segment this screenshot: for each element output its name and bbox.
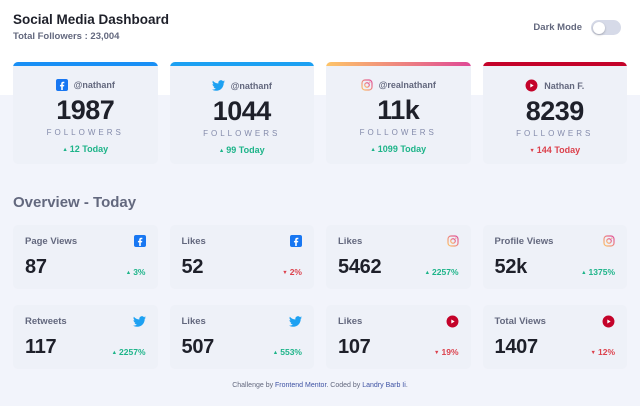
instagram-icon [446, 235, 459, 247]
metric-value: 1407 [494, 336, 539, 358]
page-title: Social Media Dashboard [13, 12, 170, 27]
follower-count: 1987 [56, 95, 115, 125]
follower-count: 1044 [212, 96, 272, 126]
attribution-suffix: . [405, 382, 408, 389]
author-link[interactable]: Landry Barb Ii [362, 382, 406, 389]
youtube-icon [602, 315, 615, 328]
follower-cards: @nathanf 1987 FOLLOWERS 12 Today @nathan… [13, 62, 627, 164]
twitter-icon [132, 315, 146, 328]
followers-label: FOLLOWERS [359, 128, 437, 137]
card-accent-instagram [326, 62, 471, 66]
instagram-icon [603, 235, 615, 247]
card-accent-youtube [482, 62, 627, 66]
metric-label: Likes [181, 235, 206, 247]
metric-value: 107 [338, 336, 371, 358]
metric-change: 3% [126, 267, 145, 277]
dark-mode-toggle[interactable] [591, 20, 621, 35]
youtube-icon [525, 79, 538, 92]
dark-mode-control: Dark Mode [533, 20, 621, 35]
facebook-icon [55, 79, 68, 91]
metric-change: 2% [282, 267, 302, 277]
overview-cards: Page Views 87 3% Likes 52 2% [13, 225, 627, 369]
metric-change: 2257% [112, 347, 145, 357]
metric-change: 553% [273, 347, 302, 357]
metric-label: Profile Views [494, 235, 554, 247]
metric-change: 1375% [581, 267, 615, 277]
dark-mode-label: Dark Mode [533, 22, 582, 33]
overview-heading: Overview - Today [13, 194, 137, 211]
total-followers-label: Total Followers : 23,004 [13, 31, 120, 42]
metric-label: Likes [338, 235, 363, 247]
follower-change: 12 Today [13, 144, 158, 154]
facebook-icon [133, 235, 146, 247]
follower-count: 11k [377, 95, 420, 125]
overview-card-profile-views-instagram: Profile Views 52k 1375% [482, 225, 627, 289]
twitter-icon [289, 315, 302, 328]
metric-value: 507 [181, 336, 215, 358]
youtube-icon [446, 315, 459, 328]
metric-value: 5462 [338, 256, 382, 278]
instagram-icon [360, 79, 373, 91]
follower-card-instagram: @realnathanf 11k FOLLOWERS 1099 Today [326, 62, 471, 164]
overview-card-retweets-twitter: Retweets 117 2257% [13, 305, 158, 369]
card-accent-twitter [169, 62, 314, 66]
overview-card-likes-facebook: Likes 52 2% [169, 225, 314, 289]
frontend-mentor-link[interactable]: Frontend Mentor [275, 382, 327, 389]
follower-card-twitter: @nathanf 1044 FOLLOWERS 99 Today [169, 62, 315, 164]
account-handle: @realnathanf [378, 80, 436, 90]
metric-label: Likes [181, 316, 206, 327]
header-titles: Social Media Dashboard Total Followers :… [13, 12, 169, 42]
metric-label: Likes [338, 316, 363, 327]
follower-count: 8239 [525, 96, 585, 126]
dashboard-page: Social Media Dashboard Total Followers :… [0, 0, 640, 389]
follower-card-youtube: Nathan F. 8239 FOLLOWERS 144 Today [482, 62, 628, 164]
attribution-prefix: Challenge by [232, 382, 276, 389]
overview-card-page-views-facebook: Page Views 87 3% [13, 225, 158, 289]
account-handle: @nathanf [73, 80, 115, 90]
metric-label: Retweets [25, 316, 67, 327]
metric-value: 87 [25, 256, 47, 278]
overview-card-total-views-youtube: Total Views 1407 12% [482, 305, 627, 369]
attribution: Challenge by Frontend Mentor. Coded by L… [13, 382, 627, 389]
account-handle: @nathanf [230, 80, 272, 91]
overview-card-likes-twitter: Likes 507 553% [169, 305, 314, 369]
metric-change: 19% [434, 347, 458, 357]
card-accent-facebook [13, 62, 158, 66]
metric-change: 12% [591, 347, 615, 357]
follower-card-facebook: @nathanf 1987 FOLLOWERS 12 Today [13, 62, 158, 164]
account-handle: Nathan F. [544, 80, 585, 91]
toggle-knob [593, 21, 605, 34]
overview-card-likes-youtube: Likes 107 19% [326, 305, 471, 369]
header: Social Media Dashboard Total Followers :… [13, 0, 627, 42]
follower-change: 144 Today [483, 145, 628, 155]
metric-label: Total Views [494, 316, 546, 327]
metric-value: 52k [494, 256, 528, 278]
metric-change: 2257% [425, 267, 458, 277]
followers-label: FOLLOWERS [516, 129, 594, 138]
facebook-icon [290, 235, 302, 247]
metric-label: Page Views [25, 235, 78, 247]
metric-value: 117 [25, 336, 57, 358]
metric-value: 52 [181, 256, 204, 278]
followers-label: FOLLOWERS [203, 129, 281, 138]
twitter-icon [211, 79, 225, 92]
overview-card-likes-instagram: Likes 5462 2257% [326, 225, 471, 289]
follower-change: 1099 Today [326, 144, 471, 154]
attribution-middle: . Coded by [326, 382, 363, 389]
followers-label: FOLLOWERS [46, 128, 124, 137]
follower-change: 99 Today [170, 145, 315, 155]
